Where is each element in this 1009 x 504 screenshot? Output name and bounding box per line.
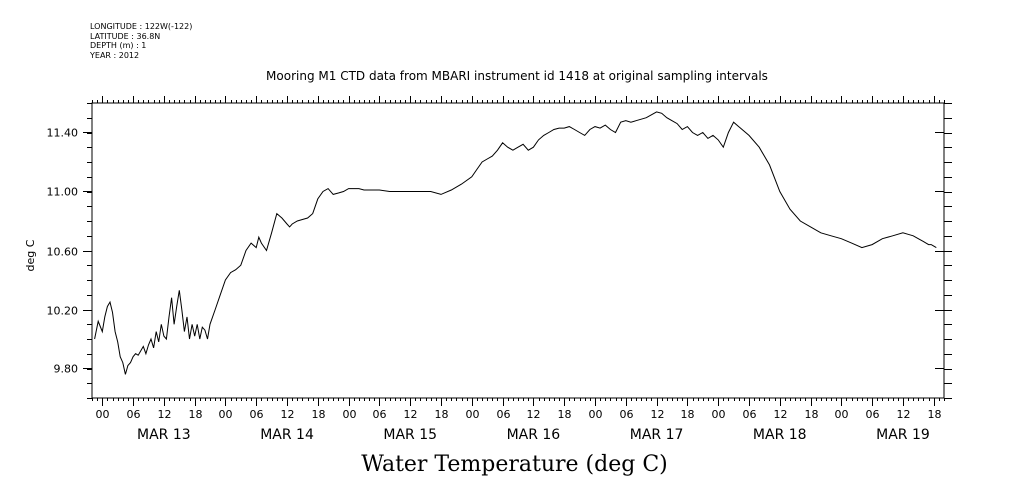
chart-title: Mooring M1 CTD data from MBARI instrumen… (266, 69, 768, 83)
x-tick-label: 18 (189, 408, 203, 421)
latitude-label: LATITUDE : 36.8N (90, 31, 161, 41)
x-tick-label: 00 (466, 408, 480, 421)
x-tick-label: 00 (219, 408, 233, 421)
x-tick-label: 06 (743, 408, 757, 421)
x-tick-label: 06 (620, 408, 634, 421)
x-tick-label: 12 (651, 408, 665, 421)
x-tick-label: 06 (250, 408, 264, 421)
x-day-label: MAR 13 (137, 427, 191, 443)
x-tick-label: 18 (312, 408, 326, 421)
x-tick-label: 00 (343, 408, 357, 421)
x-tick-label: 12 (158, 408, 172, 421)
x-tick-label: 12 (774, 408, 788, 421)
x-tick-label: 18 (928, 408, 942, 421)
x-day-label: MAR 19 (876, 427, 930, 443)
year-label: YEAR : 2012 (90, 50, 140, 60)
y-tick-label: 11.00 (47, 186, 79, 199)
x-tick-label: 18 (805, 408, 819, 421)
x-day-label: MAR 16 (507, 427, 561, 443)
x-day-label: MAR 18 (753, 427, 807, 443)
x-tick-label: 12 (527, 408, 541, 421)
temperature-series-line (94, 111, 937, 375)
x-tick-label: 18 (681, 408, 695, 421)
y-tick-label: 11.40 (47, 127, 79, 140)
y-axis-label: deg C (24, 239, 37, 271)
x-tick-label: 06 (373, 408, 387, 421)
x-tick-label: 12 (281, 408, 295, 421)
metadata-block: LONGITUDE : 122W(-122) LATITUDE : 36.8N … (90, 22, 192, 60)
x-tick-label: 00 (835, 408, 849, 421)
x-tick-label: 12 (404, 408, 418, 421)
x-tick-label: 18 (435, 408, 449, 421)
x-tick-label: 00 (712, 408, 726, 421)
longitude-label: LONGITUDE : 122W(-122) (90, 22, 193, 31)
x-tick-label: 06 (127, 408, 141, 421)
y-tick-label: 10.20 (47, 305, 79, 318)
x-day-label: MAR 14 (260, 427, 314, 443)
x-tick-label: 00 (589, 408, 603, 421)
x-tick-label: 18 (558, 408, 572, 421)
depth-label: DEPTH (m) : 1 (90, 41, 147, 50)
y-tick-label: 10.60 (47, 246, 79, 259)
y-tick-label: 9.80 (54, 363, 79, 376)
x-tick-label: 06 (497, 408, 511, 421)
footer-title: Water Temperature (deg C) (361, 452, 668, 477)
x-tick-label: 12 (897, 408, 911, 421)
x-tick-label: 06 (866, 408, 880, 421)
x-day-label: MAR 17 (630, 427, 684, 443)
x-tick-label: 00 (96, 408, 110, 421)
x-day-label: MAR 15 (383, 427, 437, 443)
